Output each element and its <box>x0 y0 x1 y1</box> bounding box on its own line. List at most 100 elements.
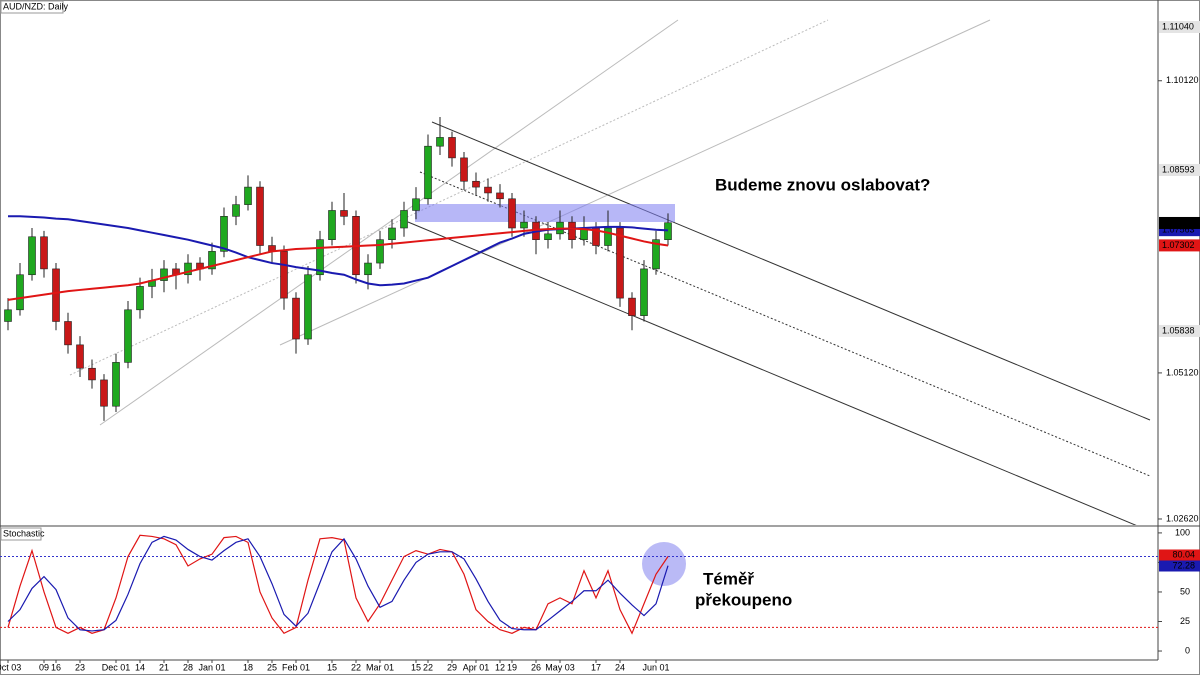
candle-body <box>280 251 288 299</box>
x-tick-label: 18 <box>243 662 253 672</box>
x-tick-label: 24 <box>615 662 625 672</box>
value-label: 72.28 <box>1172 560 1195 570</box>
candle-body <box>400 210 408 229</box>
x-tick-label: Oct 03 <box>0 662 21 672</box>
candle-body <box>604 227 612 246</box>
chart-title: AUD/NZD: Daily <box>3 1 69 11</box>
price-label: 1.08593 <box>1162 164 1195 174</box>
candle-body <box>112 362 120 407</box>
candle-body <box>100 379 108 407</box>
candle-body <box>52 268 60 322</box>
x-tick-label: 14 <box>135 662 145 672</box>
candle-body <box>292 297 300 340</box>
candle-body <box>244 186 252 205</box>
x-tick-label: 25 <box>267 662 277 672</box>
price-label-box <box>1159 239 1200 252</box>
price-label: 1.07686 <box>1162 217 1195 227</box>
candle-body <box>208 251 216 270</box>
candle-body <box>544 233 552 240</box>
x-tick-label: 09 <box>39 662 49 672</box>
x-tick-label: May 03 <box>545 662 575 672</box>
channel-line <box>99 19 679 426</box>
candle-body <box>256 186 264 246</box>
y-tick-label: 1.05120 <box>1166 367 1199 377</box>
candle-body <box>232 204 240 217</box>
x-tick-label: 16 <box>51 662 61 672</box>
candle-body <box>4 309 12 322</box>
x-tick-label: 12 <box>495 662 505 672</box>
price-label: 1.07302 <box>1162 240 1195 250</box>
candle-body <box>448 137 456 159</box>
y-tick-label: 100 <box>1175 527 1190 537</box>
candle-body <box>364 262 372 276</box>
x-tick-label: Dec 01 <box>102 662 131 672</box>
price-label: 1.05838 <box>1162 325 1195 335</box>
price-label-box <box>1159 163 1200 176</box>
candle-body <box>664 222 672 240</box>
candle-body <box>160 268 168 281</box>
x-tick-label: 17 <box>591 662 601 672</box>
candle-body <box>496 192 504 200</box>
y-tick-label: 50 <box>1180 586 1190 596</box>
annotation: Téměř <box>703 569 754 588</box>
candles <box>4 116 672 421</box>
candle-body <box>304 274 312 340</box>
candle-body <box>16 274 24 311</box>
resistance-zone <box>415 204 675 222</box>
x-tick-label: 21 <box>159 662 169 672</box>
y-tick-label: 1.10120 <box>1166 75 1199 85</box>
candle-body <box>340 210 348 217</box>
x-tick-label: Mar 01 <box>366 662 394 672</box>
candle-body <box>484 186 492 194</box>
price-label-box <box>1159 216 1200 229</box>
price-label-box <box>1159 324 1200 337</box>
title-box <box>0 0 64 14</box>
candle-body <box>328 210 336 240</box>
highlight-circle <box>642 542 686 586</box>
candle-body <box>40 236 48 270</box>
value-label-box <box>1159 560 1200 572</box>
x-tick-label: 28 <box>183 662 193 672</box>
candle-body <box>88 367 96 381</box>
x-tick-label: Feb 01 <box>282 662 310 672</box>
y-tick-label: 25 <box>1180 616 1190 626</box>
pane-title: Stochastic <box>3 528 45 538</box>
stoch-line <box>7 535 669 632</box>
marks: 1.10120 1.05120 1.02620 1.11040 1.08593 1.075… <box>0 20 1200 672</box>
fork-line <box>407 221 1137 525</box>
candle-body <box>76 344 84 369</box>
channel-line <box>279 19 991 346</box>
price-label: 1.07563 <box>1162 225 1195 235</box>
candle-body <box>424 145 432 200</box>
candle-body <box>460 157 468 182</box>
candle-body <box>64 321 72 346</box>
moving-average <box>7 227 669 301</box>
stoch-lines <box>7 534 669 635</box>
candle-body <box>28 236 36 276</box>
candle-body <box>640 268 648 316</box>
x-tick-label: 22 <box>351 662 361 672</box>
x-tick-label: Jun 01 <box>642 662 669 672</box>
x-tick-label: Apr 01 <box>463 662 490 672</box>
value-label: 80.04 <box>1172 549 1195 559</box>
fork-line <box>431 121 1151 421</box>
candle-body <box>388 227 396 240</box>
value-label-box <box>1159 549 1200 561</box>
candle-body <box>316 239 324 276</box>
candle-body <box>136 286 144 311</box>
x-tick-label: 19 <box>507 662 517 672</box>
candle-body <box>376 239 384 264</box>
candle-body <box>436 137 444 147</box>
x-tick-label: 29 <box>447 662 457 672</box>
pitchfork <box>69 19 1151 525</box>
candle-body <box>628 297 636 316</box>
y-tick-label: 0 <box>1185 645 1190 655</box>
candle-body <box>412 198 420 211</box>
x-tick-label: 15 <box>327 662 337 672</box>
channel-median <box>69 19 829 376</box>
x-tick-label: 15 <box>411 662 421 672</box>
x-tick-label: 23 <box>75 662 85 672</box>
